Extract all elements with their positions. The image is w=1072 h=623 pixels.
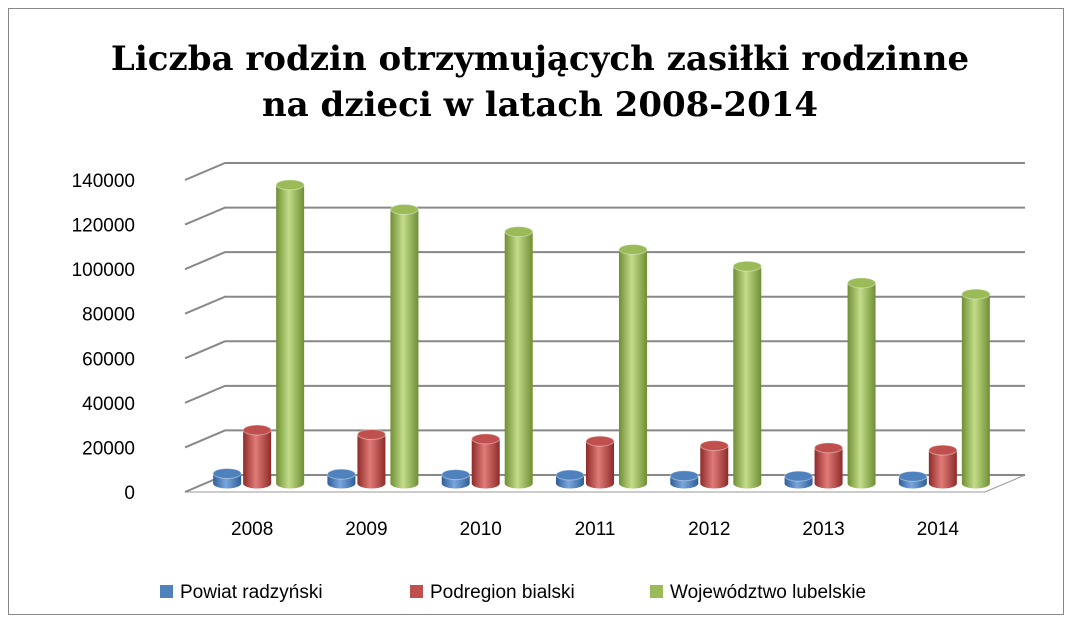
bar-body — [276, 184, 305, 489]
bar — [669, 470, 699, 489]
bar — [814, 442, 844, 489]
bar — [585, 435, 615, 489]
legend-swatch — [650, 585, 663, 598]
bar — [555, 469, 585, 489]
bar-top — [669, 470, 699, 482]
bar-top — [389, 203, 419, 215]
bar-top — [618, 244, 648, 255]
bar — [898, 470, 928, 489]
x-tick-label: 2014 — [917, 519, 960, 540]
grid-line — [184, 251, 1025, 271]
grid-line — [184, 162, 1025, 181]
x-tick-label: 2009 — [345, 519, 387, 540]
chart-title: Liczba rodzin otrzymujących zasiłki rodz… — [110, 39, 970, 125]
x-tick-label: 2012 — [688, 519, 730, 540]
bar — [732, 260, 762, 489]
bar-top — [784, 470, 814, 482]
bar — [242, 424, 272, 489]
bar-top — [847, 277, 877, 289]
bar — [847, 277, 877, 489]
bar-top — [326, 468, 356, 480]
bar — [618, 244, 648, 489]
legend-label: Powiat radzyński — [180, 582, 323, 603]
bar — [471, 433, 501, 489]
bar-top — [441, 469, 471, 481]
bar-top — [699, 440, 729, 452]
y-tick-label: 140000 — [72, 171, 135, 192]
y-tick-label: 40000 — [82, 394, 135, 415]
bar — [441, 469, 471, 489]
bar — [784, 470, 814, 489]
bar-body — [847, 282, 876, 489]
bar-top — [504, 226, 534, 238]
bar — [212, 467, 242, 489]
bar — [504, 226, 534, 489]
bar-top — [242, 424, 272, 436]
grid-line — [184, 206, 1025, 226]
bar — [699, 440, 729, 489]
bar-body — [357, 434, 386, 489]
bar-top — [471, 433, 501, 445]
legend-swatch — [410, 585, 423, 598]
bar-body — [700, 445, 729, 489]
bar — [326, 468, 356, 489]
bar-top — [585, 435, 615, 447]
frame — [8, 8, 1064, 615]
bar-top — [212, 467, 242, 479]
bar-top — [555, 469, 585, 481]
x-tick-label: 2010 — [460, 519, 502, 540]
bar-top — [928, 444, 958, 456]
grid-line — [184, 295, 1025, 315]
bar-body — [586, 441, 614, 489]
bar-body — [390, 209, 419, 489]
bar-top — [732, 260, 762, 272]
bar — [928, 444, 958, 489]
bar-top — [356, 428, 386, 440]
legend-swatch — [160, 585, 173, 598]
bar-top — [898, 470, 928, 482]
bar-body — [504, 231, 533, 489]
legend-label: Województwo lubelskie — [670, 582, 866, 603]
bar — [389, 203, 419, 489]
bar-body — [814, 447, 843, 489]
bar-body — [243, 430, 272, 489]
x-tick-label: 2011 — [575, 519, 616, 540]
x-tick-label: 2008 — [231, 519, 273, 540]
grid-line — [184, 340, 1025, 360]
bar-top — [275, 179, 305, 191]
bar-body — [733, 266, 762, 489]
y-tick-label: 100000 — [72, 260, 135, 281]
y-tick-label: 80000 — [82, 305, 135, 326]
bar-top — [814, 442, 844, 454]
bar — [961, 288, 991, 489]
bar — [275, 179, 305, 489]
grid-line — [184, 384, 1025, 404]
bar-body — [961, 294, 990, 489]
bar-body — [619, 249, 647, 489]
y-tick-label: 120000 — [72, 216, 135, 237]
y-tick-label: 0 — [124, 483, 135, 504]
y-tick-label: 20000 — [82, 438, 135, 459]
bar-body — [928, 450, 957, 489]
bar-top — [961, 288, 991, 300]
x-tick-label: 2013 — [802, 519, 844, 540]
bar — [356, 428, 386, 489]
bar-body — [471, 438, 500, 489]
y-tick-label: 60000 — [82, 349, 135, 370]
legend-label: Podregion bialski — [430, 582, 575, 603]
